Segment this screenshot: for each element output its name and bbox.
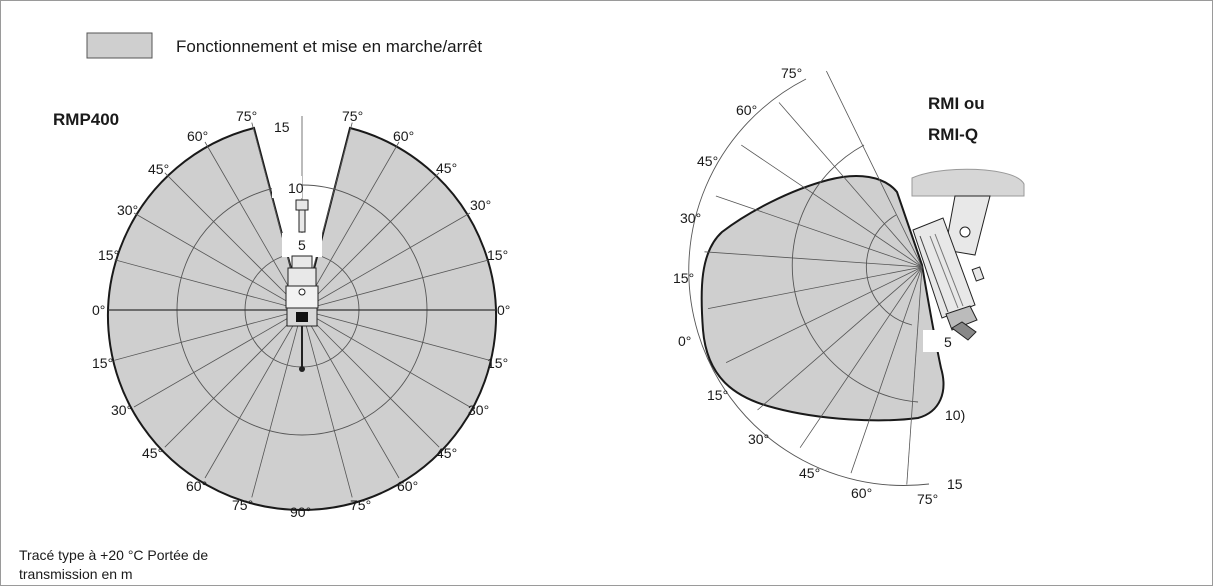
rmp400-radial-line — [133, 212, 303, 311]
rmi-angle-label: 30° — [680, 210, 701, 226]
rmp400-radial-line — [301, 309, 471, 408]
rmp400-label-mask-5 — [282, 233, 322, 257]
rmp400-angle-label: 45° — [148, 161, 169, 177]
rmi-angle-label: 45° — [697, 153, 718, 169]
rmp400-angle-label: 45° — [436, 160, 457, 176]
rmi-radial-line — [850, 266, 923, 474]
rmi-radial-grid — [704, 70, 923, 485]
rmp400-angle-label: 15° — [487, 247, 508, 263]
rmp400-angle-label: 0° — [497, 302, 510, 318]
rmp400-angle-label: 30° — [111, 402, 132, 418]
rmp400-range-5: 5 — [298, 237, 306, 253]
rmp400-angle-label: 30° — [117, 202, 138, 218]
rmp400-radial-line — [301, 259, 490, 311]
rmi-angle-label: 30° — [748, 431, 769, 447]
rmp400-angle-label: 60° — [187, 128, 208, 144]
rmp400-angle-label: 60° — [186, 478, 207, 494]
rmp400-angle-label: 75° — [342, 108, 363, 124]
rmi-radial-line — [906, 266, 923, 485]
rmi-range-10: 10) — [945, 407, 965, 423]
rmi-radial-line — [799, 266, 923, 448]
rmp400-angle-label: 75° — [232, 497, 253, 513]
rmi-range-5: 5 — [944, 334, 952, 350]
rmp400-angle-label: 15° — [92, 355, 113, 371]
rmi-angle-label: 60° — [851, 485, 872, 501]
rmi-radial-line — [826, 70, 923, 268]
rmp400-angle-label: 75° — [236, 108, 257, 124]
rmp400-radial-grid — [114, 116, 490, 498]
rmp400-radial-line — [301, 141, 400, 311]
rmp400-angle-label: 30° — [468, 402, 489, 418]
rmp400-radial-line — [301, 309, 400, 479]
rmp400-radial-line — [114, 309, 303, 361]
rmi-radial-line — [715, 195, 923, 268]
rmp400-angle-label: 0° — [92, 302, 105, 318]
legend-swatch — [86, 32, 153, 59]
rmp400-radial-line — [164, 309, 303, 448]
rmi-ring-10 — [791, 144, 919, 403]
rmi-angle-label: 75° — [917, 491, 938, 507]
rmp400-radial-line — [114, 259, 303, 311]
rmi-title-line2: RMI-Q — [928, 125, 978, 144]
rmp400-radial-line — [133, 309, 303, 408]
rmi-radial-line — [704, 251, 923, 268]
rmp400-angle-label: 60° — [393, 128, 414, 144]
rmp400-angle-label: 90° — [290, 504, 311, 520]
rmp400-radial-line — [301, 212, 471, 311]
rmp400-angle-label: 15° — [487, 355, 508, 371]
rmi-radial-line — [725, 266, 923, 363]
rmp400-label-mask-10 — [272, 176, 302, 198]
rmp400-radial-line — [164, 172, 303, 311]
rmp400-radial-line — [204, 141, 303, 311]
rmp400-angle-label: 15° — [98, 247, 119, 263]
rmi-radial-line — [778, 102, 923, 268]
rmi-label-mask-5 — [923, 330, 959, 352]
rmp400-radial-line — [301, 172, 440, 311]
rmp400-title: RMP400 — [53, 110, 119, 129]
rmi-receiver-icon — [911, 168, 1025, 341]
rmp400-diagram: RMP400 15 10 5 75° 60° 45° 30° 15° 0° 15… — [53, 108, 510, 520]
rmi-angle-label: 75° — [781, 65, 802, 81]
rmi-angle-label: 45° — [799, 465, 820, 481]
rmp400-angle-label: 45° — [436, 445, 457, 461]
rmp400-angle-label: 45° — [142, 445, 163, 461]
rmi-angle-label: 60° — [736, 102, 757, 118]
rmp400-range-10: 10 — [288, 180, 304, 196]
rmp400-radial-line — [301, 309, 353, 498]
rmp400-probe-icon — [285, 199, 319, 372]
rmi-ring-15 — [688, 78, 930, 486]
rmp400-angle-label: 60° — [397, 478, 418, 494]
rmp400-radial-line — [301, 309, 440, 448]
rmi-angle-label: 15° — [673, 270, 694, 286]
rmi-coverage-area — [700, 175, 945, 422]
rmp400-radial-line — [301, 309, 490, 361]
legend-label: Fonctionnement et mise en marche/arrêt — [176, 37, 482, 56]
rmi-radial-line — [757, 266, 923, 411]
rmp400-range-15: 15 — [274, 119, 290, 135]
rmi-title-line1: RMI ou — [928, 94, 985, 113]
rmi-diagram: RMI ou RMI-Q 5 10) 15 75° 60° 45° 30° 15… — [673, 65, 1025, 507]
rmi-radial-line — [707, 266, 923, 309]
footnote: Tracé type à +20 °C Portée de transmissi… — [19, 547, 209, 582]
rmp400-angle-label: 75° — [350, 497, 371, 513]
rmi-angle-label: 0° — [678, 333, 691, 349]
rmi-angle-label: 15° — [707, 387, 728, 403]
rmp400-radial-line — [251, 309, 303, 498]
rmi-range-15: 15 — [947, 476, 963, 492]
rmi-radial-line — [741, 144, 923, 268]
rmi-ring-5 — [865, 214, 913, 326]
rmp400-radial-line — [204, 309, 303, 479]
rmp400-angle-label: 30° — [470, 197, 491, 213]
